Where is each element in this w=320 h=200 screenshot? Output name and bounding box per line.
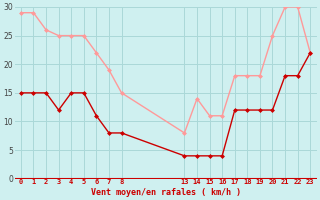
X-axis label: Vent moyen/en rafales ( km/h ): Vent moyen/en rafales ( km/h ): [91, 188, 241, 197]
